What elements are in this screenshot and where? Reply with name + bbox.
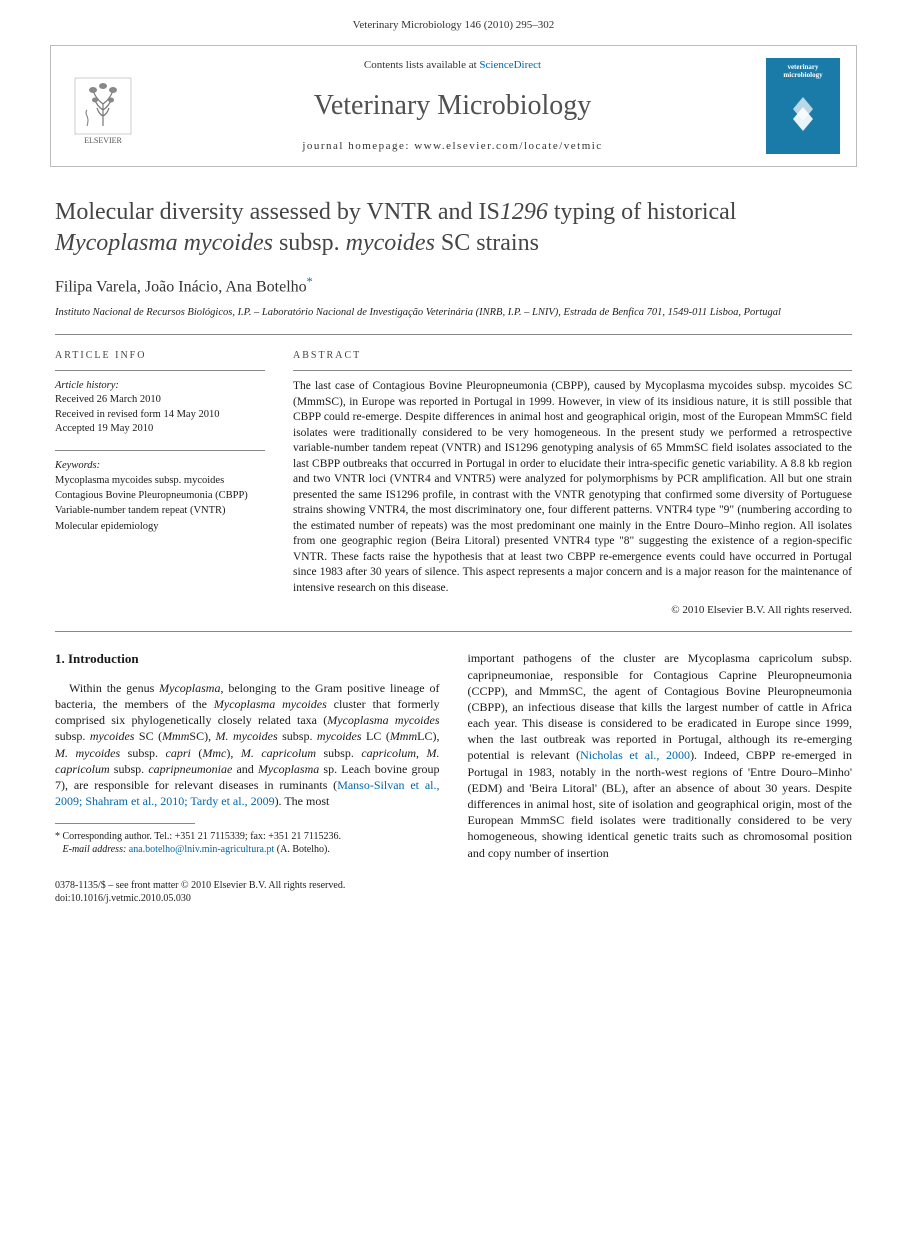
keyword: Mycoplasma mycoides subsp. mycoides	[55, 474, 265, 488]
received-date: Received 26 March 2010	[55, 393, 265, 407]
divider	[293, 370, 852, 371]
divider	[55, 631, 852, 632]
doi-line: doi:10.1016/j.vetmic.2010.05.030	[55, 892, 852, 905]
banner-center: Contents lists available at ScienceDirec…	[155, 58, 750, 153]
article-info-heading: ARTICLE INFO	[55, 349, 265, 363]
journal-banner: ELSEVIER Contents lists available at Sci…	[50, 45, 857, 167]
sciencedirect-link[interactable]: ScienceDirect	[479, 59, 541, 71]
journal-name: Veterinary Microbiology	[155, 87, 750, 125]
divider	[55, 450, 265, 451]
revised-date: Received in revised form 14 May 2010	[55, 408, 265, 422]
corresponding-author-link[interactable]: *	[307, 274, 313, 288]
footnote-divider	[55, 823, 195, 824]
contents-prefix: Contents lists available at	[364, 59, 479, 71]
cover-title-line2: microbiology	[783, 72, 822, 80]
journal-homepage: journal homepage: www.elsevier.com/locat…	[155, 139, 750, 154]
body-left-column: 1. Introduction Within the genus Mycopla…	[55, 650, 440, 860]
issn-line: 0378-1135/$ – see front matter © 2010 El…	[55, 879, 852, 892]
keywords-block: Keywords: Mycoplasma mycoides subsp. myc…	[55, 459, 265, 534]
article-history: Article history: Received 26 March 2010 …	[55, 379, 265, 436]
section-heading: 1. Introduction	[55, 650, 440, 668]
body-columns: 1. Introduction Within the genus Mycopla…	[55, 650, 852, 860]
article-title: Molecular diversity assessed by VNTR and…	[55, 197, 852, 259]
abstract-text: The last case of Contagious Bovine Pleur…	[293, 379, 852, 596]
corresponding-footnote: * Corresponding author. Tel.: +351 21 71…	[55, 830, 440, 856]
page-footer: 0378-1135/$ – see front matter © 2010 El…	[55, 879, 852, 905]
divider	[55, 370, 265, 371]
accepted-date: Accepted 19 May 2010	[55, 422, 265, 436]
abstract-heading: ABSTRACT	[293, 349, 852, 363]
publisher-name: ELSEVIER	[84, 136, 122, 147]
abstract-column: ABSTRACT The last case of Contagious Bov…	[293, 349, 852, 618]
elsevier-logo: ELSEVIER	[67, 65, 139, 147]
keyword: Variable-number tandem repeat (VNTR)	[55, 504, 265, 518]
affiliation: Instituto Nacional de Recursos Biológico…	[55, 306, 852, 320]
citation-link[interactable]: Nicholas et al., 2000	[580, 748, 690, 762]
body-paragraph: Within the genus Mycoplasma, belonging t…	[55, 680, 440, 810]
author-list: Filipa Varela, João Inácio, Ana Botelho*	[55, 273, 852, 298]
keyword: Contagious Bovine Pleuropneumonia (CBPP)	[55, 489, 265, 503]
body-paragraph: important pathogens of the cluster are M…	[468, 650, 853, 860]
history-label: Article history:	[55, 379, 265, 393]
cover-art-icon	[778, 89, 828, 139]
contents-available-line: Contents lists available at ScienceDirec…	[155, 58, 750, 73]
info-abstract-row: ARTICLE INFO Article history: Received 2…	[55, 335, 852, 632]
running-head: Veterinary Microbiology 146 (2010) 295–3…	[0, 0, 907, 39]
body-right-column: important pathogens of the cluster are M…	[468, 650, 853, 860]
abstract-copyright: © 2010 Elsevier B.V. All rights reserved…	[293, 603, 852, 618]
journal-cover-thumbnail: veterinary microbiology	[766, 58, 840, 154]
email-link[interactable]: ana.botelho@lniv.min-agricultura.pt	[129, 844, 274, 855]
author: Filipa Varela	[55, 279, 137, 296]
article-info-column: ARTICLE INFO Article history: Received 2…	[55, 349, 265, 618]
keywords-label: Keywords:	[55, 459, 265, 473]
keyword: Molecular epidemiology	[55, 520, 265, 534]
author: Ana Botelho	[225, 279, 306, 296]
author: João Inácio	[145, 279, 218, 296]
elsevier-tree-icon	[73, 76, 133, 136]
